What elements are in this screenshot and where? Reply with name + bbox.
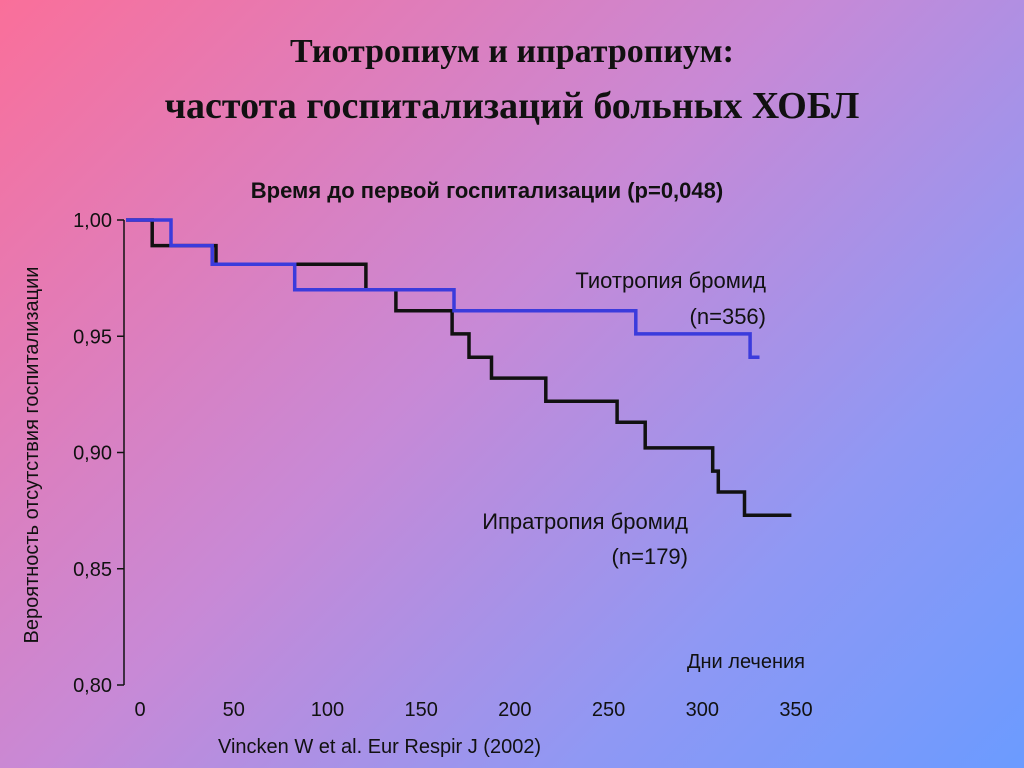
- x-tick-label: 0: [134, 699, 145, 721]
- series-n-ipratropium: (n=179): [612, 544, 688, 569]
- series-n-tiotropium: (n=356): [690, 304, 766, 329]
- y-tick-label: 0,80: [73, 675, 112, 697]
- x-tick-label: 100: [311, 699, 344, 721]
- slide-title-line1: Тиотропиум и ипратропиум:: [290, 33, 734, 70]
- series-label-tiotropium: Тиотропия бромид: [575, 268, 766, 293]
- source-citation: Vincken W et al. Eur Respir J (2002): [218, 736, 542, 758]
- x-tick-label: 250: [592, 699, 625, 721]
- x-tick-label: 150: [404, 699, 437, 721]
- x-tick-label: 50: [223, 699, 245, 721]
- x-tick-label: 300: [686, 699, 719, 721]
- chart-title: Время до первой госпитализации (p=0,048): [251, 178, 723, 203]
- series-layer: [126, 218, 792, 518]
- x-tick-label: 200: [498, 699, 531, 721]
- series-line-tiotropium: [126, 218, 760, 359]
- series-label-ipratropium: Ипратропия бромид: [482, 509, 688, 534]
- y-ticks: 1,00 0,95 0,90 0,85 0,80: [73, 210, 124, 697]
- x-ticks: 0 50 100 150 200 250 300 350: [134, 699, 812, 721]
- y-tick-label: 0,90: [73, 443, 112, 465]
- y-axis-label: Вероятность отсутствия госпитализации: [21, 267, 43, 644]
- y-tick-label: 1,00: [73, 210, 112, 232]
- y-tick-label: 0,85: [73, 559, 112, 581]
- y-tick-label: 0,95: [73, 326, 112, 348]
- slide-title-line2: частота госпитализаций больных ХОБЛ: [164, 85, 860, 127]
- x-tick-label: 350: [779, 699, 812, 721]
- x-axis-label: Дни лечения: [687, 651, 805, 673]
